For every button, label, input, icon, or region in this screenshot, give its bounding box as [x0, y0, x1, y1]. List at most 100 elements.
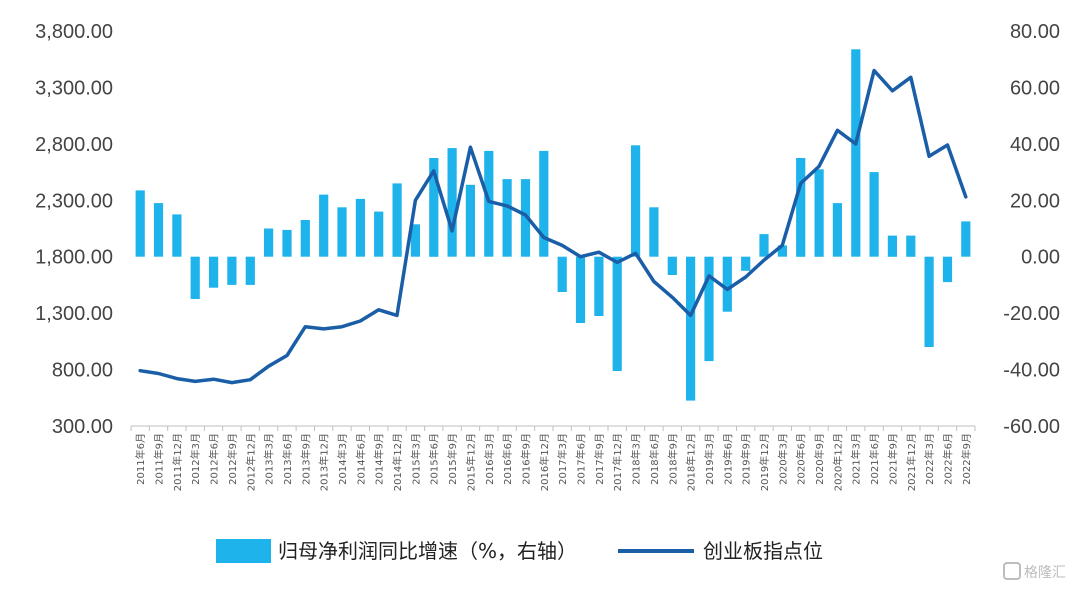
x-axis-tick-label: 2015年3月 [409, 433, 422, 485]
bar [594, 256, 604, 316]
bar [575, 256, 586, 323]
watermark: 格隆汇 [1003, 562, 1066, 581]
x-axis-tick-label: 2013年3月 [263, 433, 276, 485]
x-axis-tick-label: 2011年9月 [153, 433, 166, 485]
left-axis-tick-label: 3,300.00 [35, 77, 113, 99]
bar [796, 158, 806, 257]
bar [667, 256, 677, 275]
watermark-logo-icon [1003, 562, 1021, 580]
bar [410, 224, 420, 257]
left-axis-tick-label: 2,800.00 [35, 134, 113, 156]
bar [245, 256, 255, 285]
bar [942, 256, 953, 283]
x-axis-tick-label: 2013年12月 [318, 433, 331, 491]
right-axis-tick-label: 80.00 [1010, 21, 1060, 43]
bar [374, 211, 384, 257]
legend-swatch-bar [216, 539, 271, 563]
bar [759, 234, 769, 257]
x-axis-tick-label: 2012年12月 [244, 433, 257, 491]
x-axis-tick-label: 2011年12月 [171, 433, 184, 491]
x-axis-tick-label: 2016年9月 [520, 433, 533, 485]
x-axis-tick-label: 2012年3月 [189, 433, 202, 485]
bar [741, 256, 751, 271]
x-axis-tick-label: 2017年12月 [611, 433, 624, 491]
bar [612, 256, 622, 371]
right-axis-tick-label: -40.00 [1003, 360, 1060, 382]
x-axis-tick-label: 2011年6月 [134, 433, 147, 485]
bar [832, 203, 842, 257]
x-axis-tick-labels: 2011年6月 2011年9月 2011年12月 2012年3月 2012年6月 2012… [134, 433, 973, 491]
x-axis-tick-label: 2020年3月 [776, 433, 789, 485]
bar [520, 179, 531, 257]
x-axis-tick-label: 2020年6月 [795, 433, 808, 485]
x-axis-tick-label: 2014年3月 [336, 433, 349, 485]
left-axis-tick-label: 300.00 [52, 416, 113, 438]
x-axis-tick-label: 2015年12月 [464, 433, 477, 491]
x-axis-tick-label: 2017年6月 [575, 433, 588, 485]
bar [924, 256, 934, 347]
bar [264, 228, 274, 257]
x-axis-tick-label: 2019年12月 [758, 433, 771, 491]
bar [722, 256, 732, 312]
x-axis-tick-label: 2014年9月 [373, 433, 386, 485]
left-axis-tick-label: 1,800.00 [35, 247, 113, 269]
watermark-text: 格隆汇 [1024, 565, 1066, 581]
bar [319, 194, 329, 257]
left-axis-tick-labels: 3,800.00 3,300.00 2,800.00 2,300.00 1,800.00… [35, 21, 113, 438]
bar [172, 214, 182, 257]
x-axis-tick-label: 2015年9月 [446, 433, 459, 485]
bar [906, 235, 916, 257]
x-axis-tick-label: 2016年6月 [501, 433, 514, 485]
bar [704, 256, 714, 362]
x-axis-tick-label: 2020年12月 [831, 433, 844, 491]
bar [851, 49, 861, 257]
bar [557, 256, 567, 292]
x-axis-tick-label: 2021年6月 [868, 433, 881, 485]
left-axis-tick-label: 1,300.00 [35, 303, 113, 325]
bar [484, 150, 494, 257]
bar [429, 158, 439, 257]
bar [961, 221, 971, 257]
bar [282, 229, 292, 257]
x-axis-tick-label: 2021年3月 [850, 433, 863, 485]
x-axis-tick-label: 2022年3月 [923, 433, 936, 485]
right-axis-tick-label: -20.00 [1003, 303, 1060, 325]
x-axis-tick-label: 2018年3月 [630, 433, 643, 485]
bar [631, 145, 641, 257]
x-axis-tick-label: 2021年12月 [905, 433, 918, 491]
bar [227, 256, 237, 285]
bar [869, 172, 879, 257]
bar [337, 207, 347, 257]
bar [355, 198, 365, 257]
x-axis-tick-label: 2016年12月 [538, 433, 551, 491]
line-path [138, 68, 968, 385]
bar [887, 235, 897, 257]
left-axis-tick-label: 800.00 [52, 360, 113, 382]
legend-label-line: 创业板指点位 [703, 539, 823, 563]
left-axis-tick-label: 2,300.00 [35, 190, 113, 212]
legend-label-bar: 归母净利润同比增速（%，右轴） [278, 539, 577, 563]
line-series [138, 68, 968, 385]
left-axis-tick-label: 3,800.00 [35, 21, 113, 43]
right-axis-tick-labels: 80.00 60.00 40.00 20.00 0.00 -20.00 -40.00 -60.… [1003, 21, 1060, 438]
x-axis-tick-label: 2014年12月 [391, 433, 404, 491]
x-axis-tick-label: 2013年6月 [281, 433, 294, 485]
x-axis-tick-label: 2018年6月 [648, 433, 661, 485]
x-axis-tick-label: 2012年9月 [226, 433, 239, 485]
bar [447, 148, 457, 257]
bar [814, 169, 824, 257]
bar [135, 190, 145, 257]
bar [539, 150, 549, 257]
bar [190, 256, 200, 299]
x-axis-tick-label: 2018年12月 [685, 433, 698, 491]
bar [153, 203, 164, 257]
x-axis-tick-label: 2017年9月 [593, 433, 606, 485]
bar [502, 179, 512, 257]
x-axis-tick-label: 2019年3月 [703, 433, 716, 485]
right-axis-tick-label: 0.00 [1021, 247, 1060, 269]
x-axis-tick-label: 2019年6月 [721, 433, 734, 485]
x-axis-tick-label: 2012年6月 [208, 433, 221, 485]
x-axis-tick-label: 2014年6月 [354, 433, 367, 485]
x-axis-tick-label: 2017年3月 [556, 433, 569, 485]
